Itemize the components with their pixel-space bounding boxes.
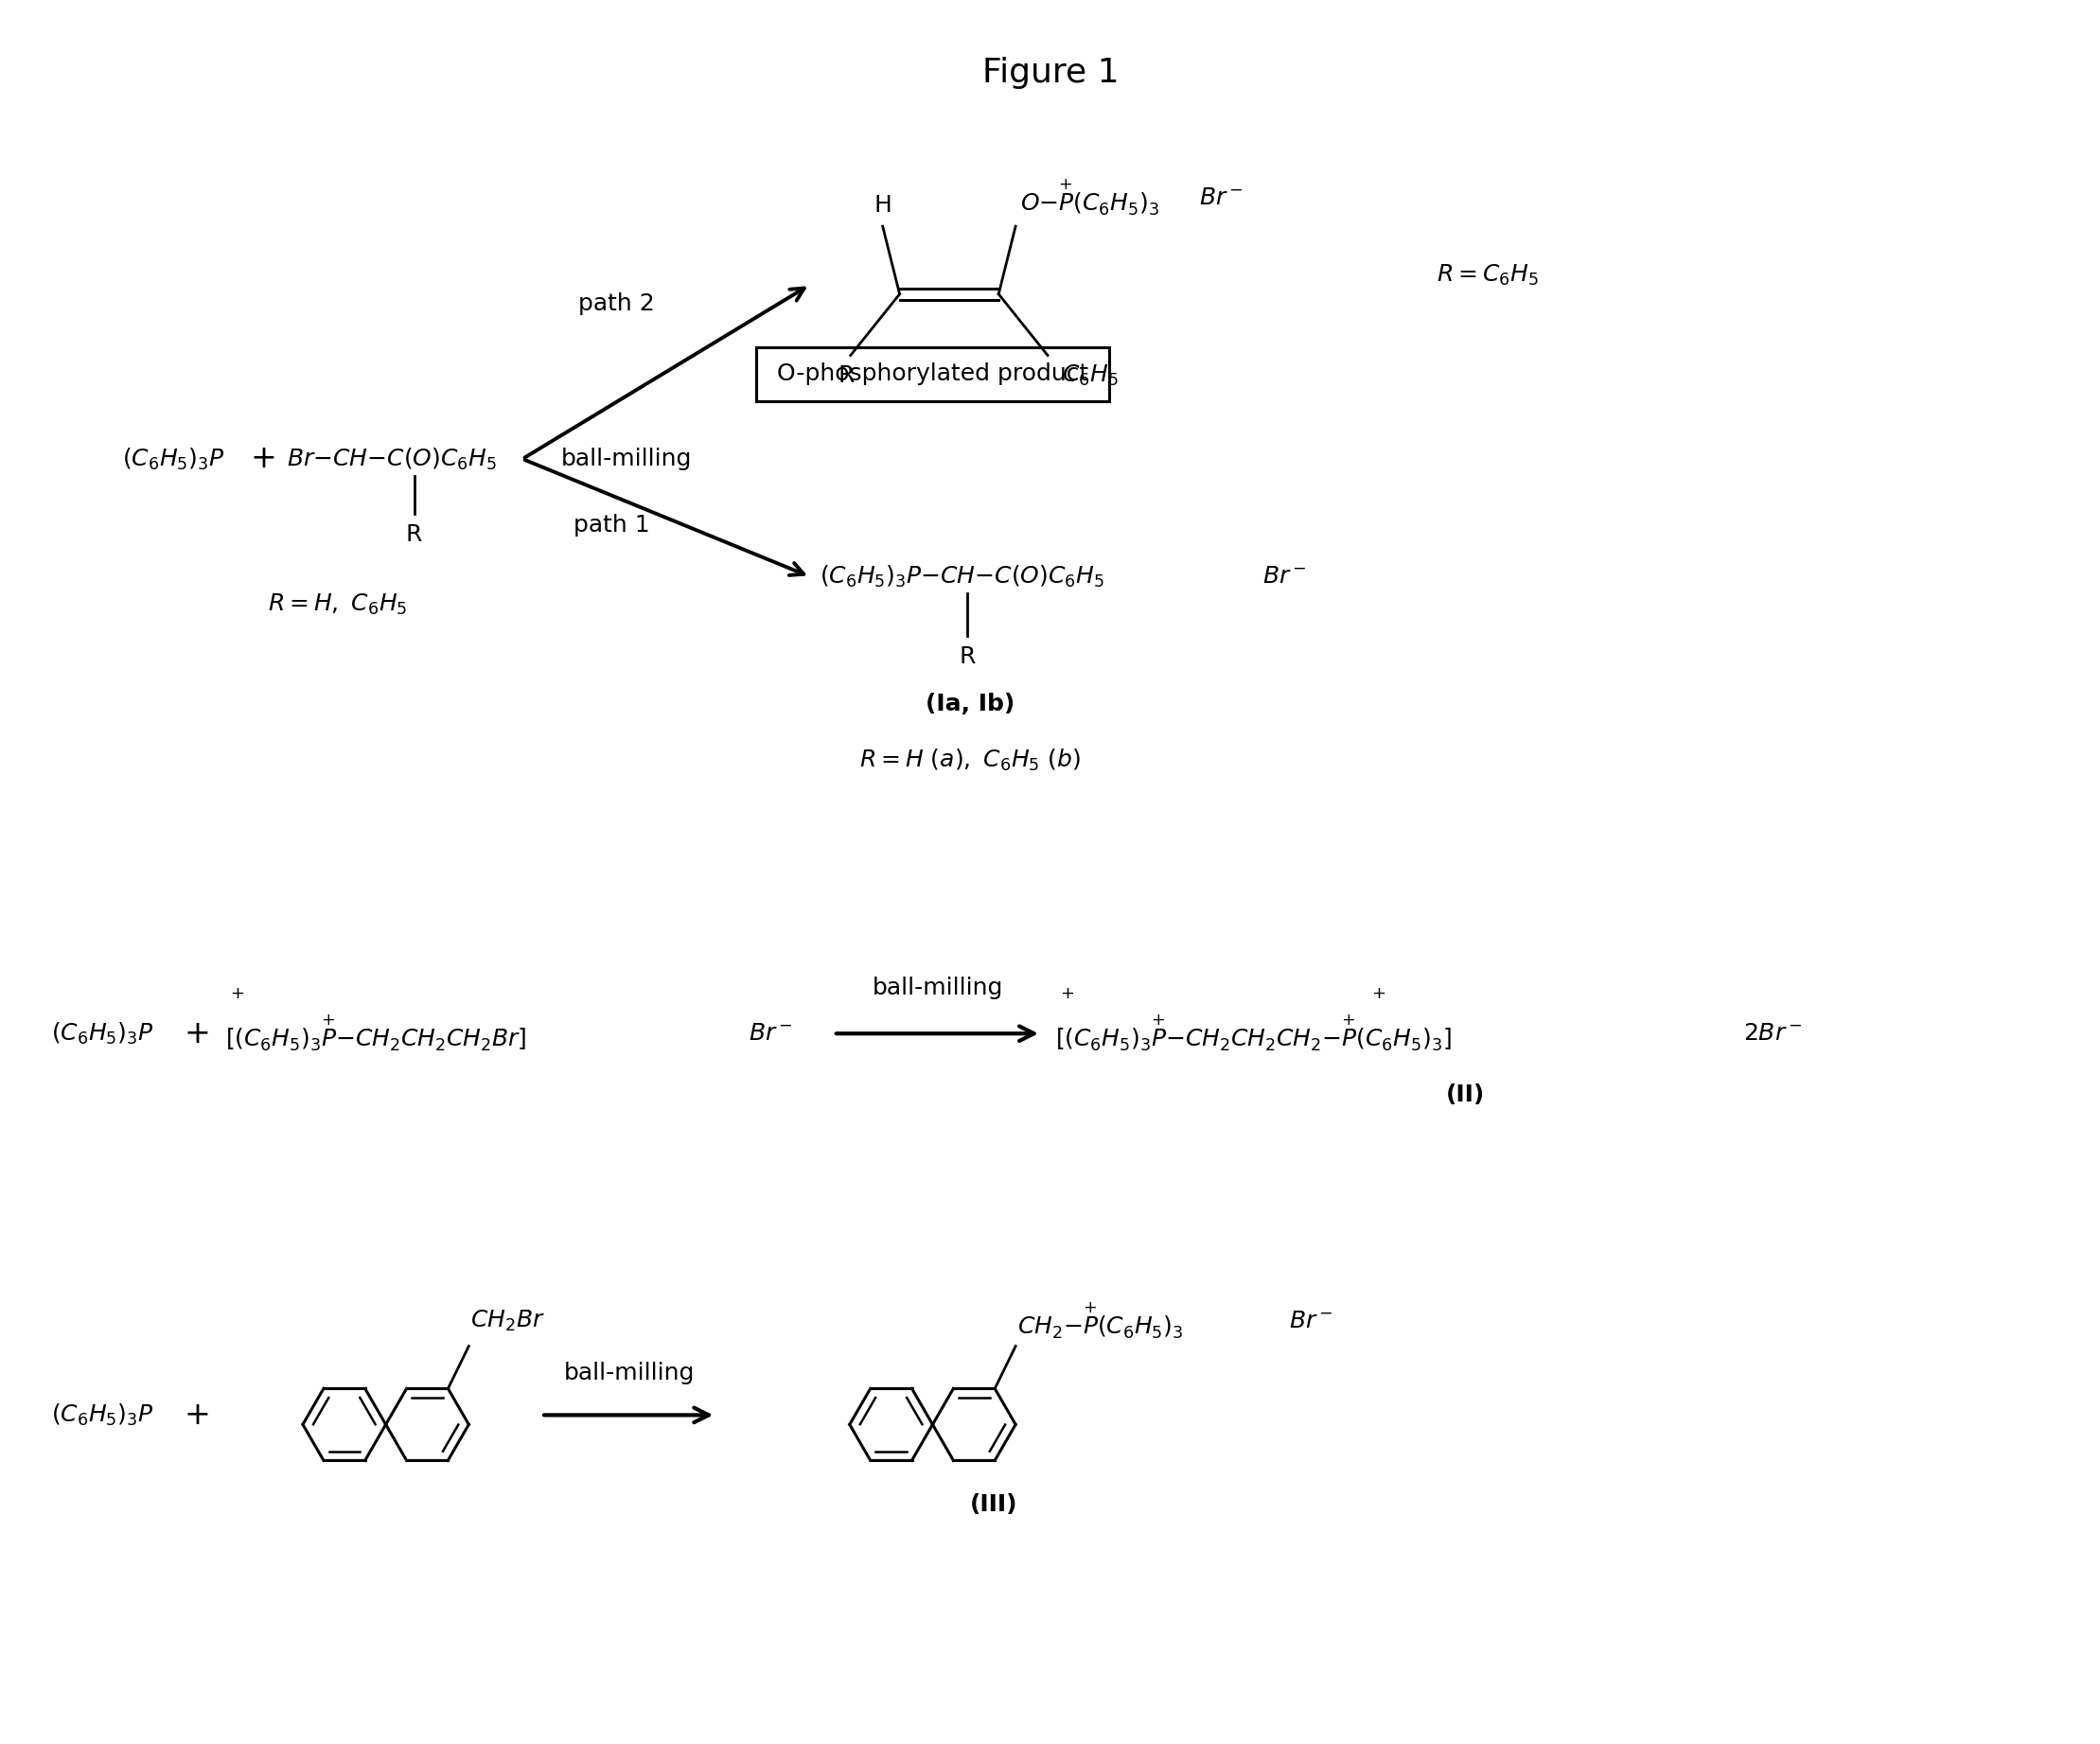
Text: (III): (III) [970,1493,1019,1516]
Text: $Br^-$: $Br^-$ [1199,187,1243,209]
Text: $Br{-}CH{-}C(O)C_6H_5$: $Br{-}CH{-}C(O)C_6H_5$ [288,446,498,473]
Text: $[(C_6H_5)_3\overset{+}{P}{-}CH_2CH_2CH_2Br]$: $[(C_6H_5)_3\overset{+}{P}{-}CH_2CH_2CH_… [225,1013,527,1053]
Text: R: R [405,523,422,546]
Text: ball-milling: ball-milling [561,448,691,471]
Text: $CH_2Br$: $CH_2Br$ [470,1308,546,1332]
Text: +: + [185,1018,210,1050]
Text: Figure 1: Figure 1 [983,56,1119,89]
Text: $(C_6H_5)_3P{-}CH{-}C(O)C_6H_5$: $(C_6H_5)_3P{-}CH{-}C(O)C_6H_5$ [819,563,1105,589]
Text: (Ia, Ib): (Ia, Ib) [926,692,1014,715]
Text: +: + [185,1399,210,1430]
Text: $Br^-$: $Br^-$ [1289,1310,1333,1332]
Text: $C_6H_5$: $C_6H_5$ [1063,364,1119,389]
Text: R: R [838,364,855,387]
Text: $[(C_6H_5)_3\overset{+}{P}{-}CH_2CH_2CH_2{-}\overset{+}{P}(C_6H_5)_3]$: $[(C_6H_5)_3\overset{+}{P}{-}CH_2CH_2CH_… [1054,1013,1451,1053]
Text: $Br^-$: $Br^-$ [750,1022,794,1045]
Text: $R = C_6H_5$: $R = C_6H_5$ [1436,263,1539,288]
Text: path 2: path 2 [580,293,655,316]
Text: $O{-}\overset{+}{P}(C_6H_5)_3$: $O{-}\overset{+}{P}(C_6H_5)_3$ [1021,178,1159,218]
Text: $+$: $+$ [1371,985,1386,1003]
Text: ball-milling: ball-milling [872,977,1004,999]
Text: $(C_6H_5)_3P$: $(C_6H_5)_3P$ [50,1402,153,1428]
Text: $R = H\ (a),\ C_6H_5\ (b)$: $R = H\ (a),\ C_6H_5\ (b)$ [859,748,1082,773]
Text: $Br^-$: $Br^-$ [1262,565,1306,588]
Text: R: R [960,645,976,668]
Text: $CH_2{-}\overset{+}{P}(C_6H_5)_3$: $CH_2{-}\overset{+}{P}(C_6H_5)_3$ [1018,1301,1184,1341]
Text: $R = H,\ C_6H_5$: $R = H,\ C_6H_5$ [269,593,407,617]
Text: $(C_6H_5)_3P$: $(C_6H_5)_3P$ [50,1020,153,1046]
Text: path 1: path 1 [573,513,651,535]
Text: $2Br^-$: $2Br^-$ [1743,1022,1802,1045]
Text: $+$: $+$ [231,985,244,1003]
Bar [756,347,1109,401]
Text: (II): (II) [1445,1083,1485,1106]
Text: +: + [250,443,277,474]
Text: ball-milling: ball-milling [563,1362,695,1385]
Text: $(C_6H_5)_3P$: $(C_6H_5)_3P$ [122,446,225,473]
Text: H: H [874,194,892,216]
Text: O-phosphorylated product: O-phosphorylated product [777,363,1088,385]
Text: $+$: $+$ [1060,985,1075,1003]
